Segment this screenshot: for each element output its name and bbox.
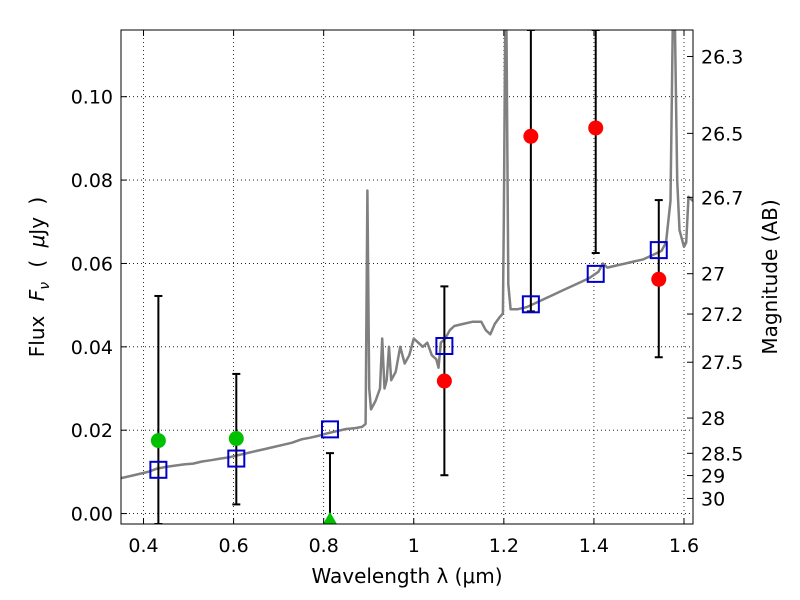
model-point: [320, 420, 339, 439]
y-axis-label-prefix: Flux: [25, 315, 49, 357]
x-tick-label: 1.2: [489, 535, 519, 557]
spectrum-line: [121, 30, 693, 480]
observed-point: [651, 271, 667, 287]
spectrum-layer: [121, 30, 693, 480]
model-point: [586, 264, 605, 283]
y-axis-label-paren-close: ): [25, 197, 49, 205]
y-tick-label: 0.00: [71, 504, 113, 526]
observed-point: [588, 120, 604, 136]
model-point: [149, 460, 168, 479]
y-axis-label-mu: μ: [25, 235, 49, 249]
mag-tick-label: 26.7: [701, 187, 743, 209]
y-tick-label: 0.06: [71, 253, 113, 275]
x-tick-label: 1: [408, 535, 420, 557]
model-point: [649, 241, 668, 260]
y-axis-label-symbol: F: [25, 289, 49, 301]
observed-point: [523, 128, 539, 144]
y-tick-label: 0.04: [71, 337, 113, 359]
y-tick-label: 0.10: [71, 87, 113, 109]
x-tick-label: 0.4: [128, 535, 158, 557]
mag-tick-label: 27: [701, 264, 725, 286]
mag-tick-label: 27.5: [701, 352, 743, 374]
model-point: [521, 295, 540, 314]
x-tick-label: 1.6: [669, 535, 699, 557]
mag-tick-label: 28.5: [701, 443, 743, 465]
mag-tick-label: 27.2: [701, 304, 743, 326]
x-tick-label: 0.6: [218, 535, 248, 557]
y-axis-label-paren-open: (: [25, 260, 49, 268]
model-points: [149, 241, 668, 479]
y-tick-label: 0.02: [71, 420, 113, 442]
observed-point: [228, 431, 244, 447]
observed-point: [436, 373, 452, 389]
mag-tick-label: 30: [701, 488, 725, 510]
x-tick-label: 0.8: [309, 535, 339, 557]
x-axis-label: Wavelength λ (μm): [311, 564, 502, 588]
plot-frame: [120, 29, 694, 525]
y-axis-label: Flux Fν ( μJy ): [25, 197, 54, 357]
model-point: [227, 449, 246, 468]
axis-ticks: 0.4 0.6 0.8 1 1.2 1.4 1.6 0.00 0.02 0.04 0.06 0.08 0…: [71, 30, 743, 557]
observed-points: [150, 120, 667, 524]
y-axis-label-unit: Jy: [25, 217, 49, 237]
grid-lines: [121, 30, 693, 524]
mag-tick-label: 26.5: [701, 123, 743, 145]
mag-tick-label: 28: [701, 408, 725, 430]
mag-tick-label: 26.3: [701, 46, 743, 68]
y-axis-label-subscript: ν: [37, 282, 53, 290]
x-tick-label: 1.4: [579, 535, 609, 557]
observed-point: [150, 433, 166, 449]
y-tick-label: 0.08: [71, 170, 113, 192]
y2-axis-label: Magnitude (AB): [758, 199, 782, 354]
model-point: [435, 336, 454, 355]
mag-tick-label: 29: [701, 466, 725, 488]
observed-point-triangle: [323, 511, 337, 524]
